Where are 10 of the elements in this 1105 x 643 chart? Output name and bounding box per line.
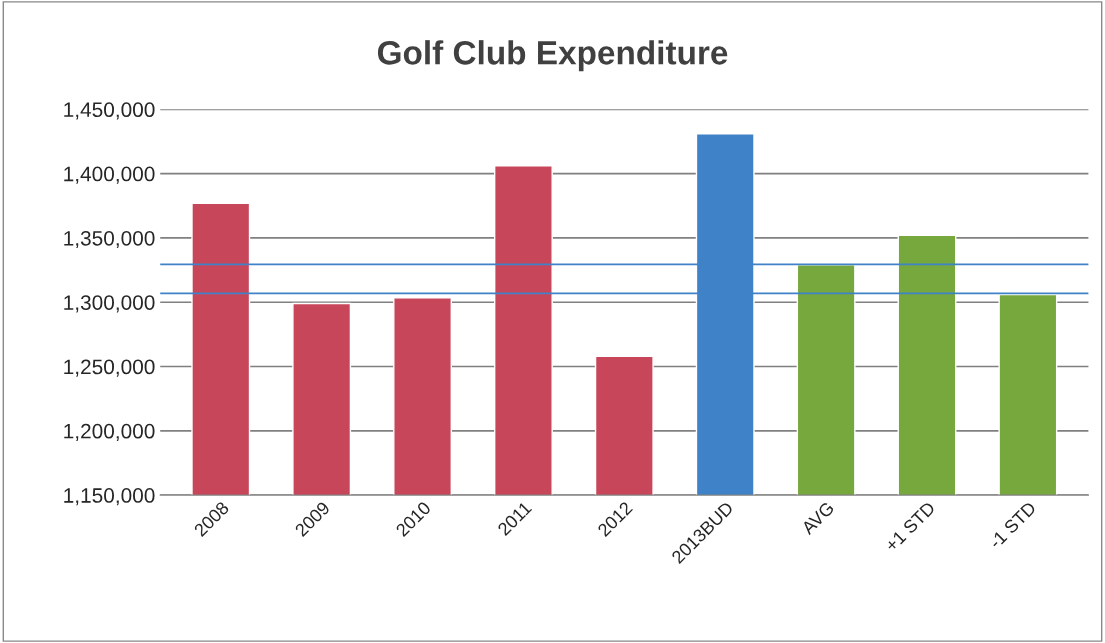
y-tick-label: 1,400,000 — [64, 166, 155, 184]
y-tick-label: 1,350,000 — [64, 230, 155, 249]
chart-title: Golf Club Expenditure — [377, 40, 728, 72]
y-tick-label: 1,300,000 — [64, 295, 155, 313]
y-tick-label: 1,150,000 — [64, 488, 155, 506]
y-tick-label: 1,250,000 — [64, 359, 155, 377]
y-tick-label: 1,200,000 — [64, 423, 155, 442]
x-tick-label: +1 STD — [884, 500, 936, 553]
y-tick-label: 1,450,000 — [64, 102, 155, 120]
x-tick-label: -1 STD — [988, 500, 1037, 550]
